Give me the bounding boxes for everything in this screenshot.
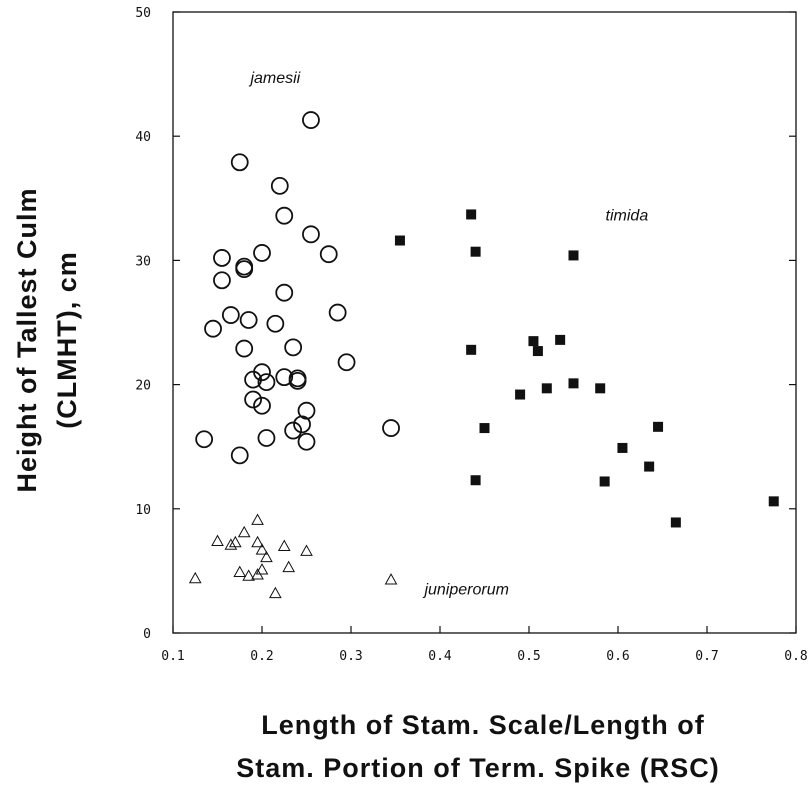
x-tick-label: 0.5 (517, 649, 540, 664)
data-point-circle (230, 446, 249, 465)
data-point-circle (275, 283, 294, 302)
data-point-circle (302, 225, 320, 244)
data-point-square (568, 378, 579, 389)
y-tick-label: 40 (135, 130, 151, 145)
data-point-circle (270, 176, 289, 195)
data-point-circle (253, 396, 271, 415)
data-point-circle (235, 339, 254, 358)
data-point-circle (244, 390, 263, 409)
x-tick-label: 0.7 (695, 649, 718, 664)
species-annotation: juniperorum (422, 581, 508, 598)
plot-frame (172, 11, 797, 634)
data-point-circle (230, 153, 249, 172)
data-point-triangle (277, 539, 291, 551)
data-point-circle (235, 260, 254, 278)
data-point-circle (382, 419, 400, 437)
data-point-circle (297, 432, 316, 451)
data-point-square (515, 389, 526, 400)
data-point-square (768, 496, 779, 507)
data-point-square (617, 442, 628, 453)
data-point-circle (253, 244, 271, 262)
data-point-circle (244, 370, 263, 389)
data-point-triangle (384, 573, 398, 585)
y-axis-title-line-2: (CLMHT), cm (52, 251, 82, 428)
data-point-circle (204, 319, 222, 338)
data-point-triangle (237, 525, 251, 538)
data-point-circle (328, 303, 347, 322)
x-tick-label: 0.4 (428, 649, 452, 664)
x-tick-label: 0.6 (606, 649, 629, 664)
data-point-triangle (269, 586, 282, 599)
data-point-circle (266, 314, 285, 333)
data-point-square (670, 517, 681, 528)
axis-ticks: 0.1 0.2 0.3 0.4 0.5 0.6 0.7 0.8 0 10 20 30 40 50 (135, 6, 807, 664)
x-tick-label: 0.8 (784, 649, 807, 664)
data-point-triangle (233, 565, 247, 578)
data-point-triangle (251, 568, 264, 580)
data-point-circle (275, 368, 294, 387)
data-point-square (653, 421, 664, 432)
data-point-square (555, 334, 566, 345)
x-tick-label: 0.2 (250, 649, 273, 664)
data-point-triangle (260, 550, 273, 563)
data-point-circle (275, 206, 294, 225)
data-point-square (528, 336, 539, 347)
data-point-circle (284, 421, 303, 440)
data-point-square (394, 235, 405, 246)
x-tick-label: 0.1 (161, 649, 184, 664)
data-markers (188, 111, 779, 599)
data-point-square (470, 246, 481, 257)
data-point-circle (213, 249, 231, 267)
data-point-triangle (251, 513, 264, 525)
x-tick-label: 0.3 (339, 649, 362, 664)
y-tick-label: 30 (135, 254, 151, 269)
y-axis-title: Height of Tallest Culm (CLMHT), cm (12, 187, 82, 492)
data-point-circle (257, 373, 276, 392)
data-point-square (599, 476, 610, 487)
species-annotation: timida (606, 208, 649, 225)
data-point-triangle (300, 544, 313, 556)
data-point-triangle (188, 571, 202, 584)
data-point-square (595, 383, 606, 394)
data-point-circle (239, 311, 258, 329)
y-tick-label: 10 (135, 503, 151, 518)
data-point-circle (257, 429, 276, 447)
data-point-triangle (255, 543, 269, 555)
data-point-triangle (282, 560, 296, 573)
data-point-circle (284, 338, 303, 357)
data-point-square (479, 423, 490, 434)
y-tick-label: 20 (135, 379, 151, 394)
data-point-square (466, 344, 477, 355)
data-point-square (541, 383, 552, 394)
data-point-triangle (255, 563, 269, 575)
data-point-square (466, 209, 477, 220)
data-point-circle (293, 415, 311, 434)
x-axis-title-line-2: Stam. Portion of Term. Spike (RSC) (236, 753, 720, 783)
y-axis-title-line-1: Height of Tallest Culm (12, 187, 42, 492)
data-point-triangle (242, 569, 255, 581)
y-tick-label: 50 (135, 6, 151, 21)
annotations: jamesii timida juniperorum (248, 70, 648, 599)
data-point-circle (213, 271, 231, 290)
data-point-square (568, 250, 579, 261)
data-point-circle (337, 353, 356, 372)
data-point-circle (288, 371, 307, 390)
data-point-circle (221, 306, 240, 324)
species-annotation: jamesii (248, 70, 300, 87)
data-point-square (470, 475, 481, 486)
data-point-circle (195, 430, 214, 449)
x-axis-title-line-1: Length of Stam. Scale/Length of (261, 710, 705, 740)
data-point-triangle (211, 534, 224, 546)
data-point-circle (319, 245, 338, 264)
data-point-circle (302, 111, 320, 129)
data-point-triangle (251, 535, 264, 548)
data-point-square (532, 346, 543, 357)
y-tick-label: 0 (143, 627, 151, 642)
data-point-triangle (228, 535, 242, 548)
data-point-square (644, 461, 655, 472)
data-point-triangle (224, 538, 238, 550)
